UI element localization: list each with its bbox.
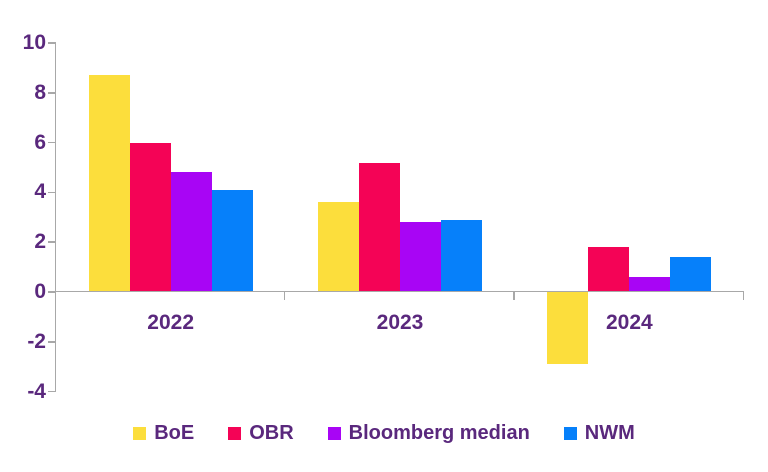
- chart-legend: BoE OBR Bloomberg median NWM: [0, 421, 768, 445]
- legend-swatch-bloomberg-median: [327, 426, 341, 440]
- y-axis-label: 10: [22, 31, 46, 54]
- legend-swatch-obr: [228, 426, 242, 440]
- y-axis-label: 2: [34, 230, 46, 254]
- legend-item-bloomberg-median: Bloomberg median: [327, 421, 530, 445]
- y-axis-tick: [48, 341, 56, 343]
- legend-item-boe: BoE: [133, 421, 194, 445]
- y-axis-label: 8: [34, 80, 46, 104]
- y-axis-label: 4: [34, 180, 46, 204]
- y-axis-tick: [48, 92, 56, 94]
- bar-nwm-2023: [441, 219, 482, 292]
- bar-nwm-2024: [670, 257, 712, 292]
- legend-item-nwm: NWM: [563, 421, 635, 445]
- y-axis-tick: [48, 390, 56, 393]
- x-axis-tick: [283, 292, 286, 300]
- bar-obr-2022: [129, 142, 171, 292]
- bar-bloomberg-median-2022: [170, 172, 212, 292]
- y-axis-label: 0: [34, 280, 46, 303]
- legend-swatch-nwm: [563, 426, 577, 440]
- bar-bloomberg-median-2024: [629, 277, 671, 292]
- x-axis-tick: [742, 292, 744, 300]
- legend-label: BoE: [154, 422, 195, 444]
- y-axis-label: 6: [34, 130, 46, 154]
- bar-boe-2022: [88, 75, 130, 292]
- legend-swatch-boe: [133, 426, 147, 440]
- legend-item-obr: OBR: [228, 421, 294, 445]
- x-axis-tick: [513, 292, 515, 300]
- x-axis-label-2023: 2023: [376, 311, 424, 334]
- y-axis-label: -4: [27, 379, 46, 403]
- legend-label: OBR: [249, 422, 294, 444]
- y-axis-tick: [48, 141, 56, 144]
- legend-label: NWM: [584, 422, 635, 444]
- bar-bloomberg-median-2023: [400, 222, 441, 292]
- bar-obr-2023: [359, 162, 400, 292]
- x-axis-label-2024: 2024: [605, 311, 653, 334]
- bar-obr-2024: [588, 247, 630, 292]
- legend-label: Bloomberg median: [348, 422, 530, 444]
- bar-boe-2023: [318, 202, 359, 292]
- y-axis-tick: [48, 291, 56, 293]
- bar-boe-2024: [547, 292, 589, 365]
- y-axis-tick: [48, 191, 56, 194]
- y-axis-tick: [48, 241, 56, 243]
- y-axis-label: -2: [27, 329, 46, 353]
- bar-nwm-2022: [211, 189, 253, 292]
- y-axis-line: [54, 43, 56, 392]
- y-axis-tick: [48, 42, 56, 44]
- x-axis-label-2022: 2022: [147, 311, 195, 334]
- x-axis-line: [54, 290, 744, 292]
